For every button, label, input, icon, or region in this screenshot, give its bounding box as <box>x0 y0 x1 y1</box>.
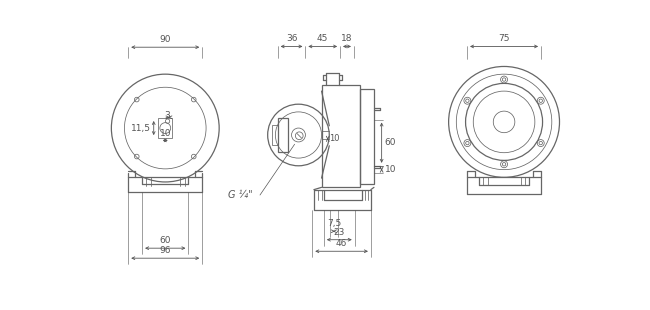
Bar <box>272 125 278 145</box>
Bar <box>360 89 374 184</box>
Text: 96: 96 <box>159 246 171 255</box>
Text: 90: 90 <box>159 35 171 44</box>
Text: G ¼": G ¼" <box>227 190 252 200</box>
Text: 11,5: 11,5 <box>131 124 151 133</box>
Bar <box>278 118 289 152</box>
Text: 60: 60 <box>159 236 171 245</box>
Text: 45: 45 <box>317 34 328 43</box>
Text: 46: 46 <box>336 239 347 248</box>
Text: 75: 75 <box>499 34 510 43</box>
Text: 18: 18 <box>341 34 353 43</box>
Text: 23: 23 <box>333 228 345 237</box>
Text: 10: 10 <box>159 129 171 138</box>
Text: 3: 3 <box>164 111 170 120</box>
Text: 60: 60 <box>385 138 396 147</box>
Text: 10: 10 <box>330 134 340 143</box>
Bar <box>159 118 172 138</box>
Bar <box>322 85 360 187</box>
Text: 7,5: 7,5 <box>327 219 341 228</box>
Text: 10: 10 <box>385 165 396 174</box>
Text: 36: 36 <box>286 34 297 43</box>
